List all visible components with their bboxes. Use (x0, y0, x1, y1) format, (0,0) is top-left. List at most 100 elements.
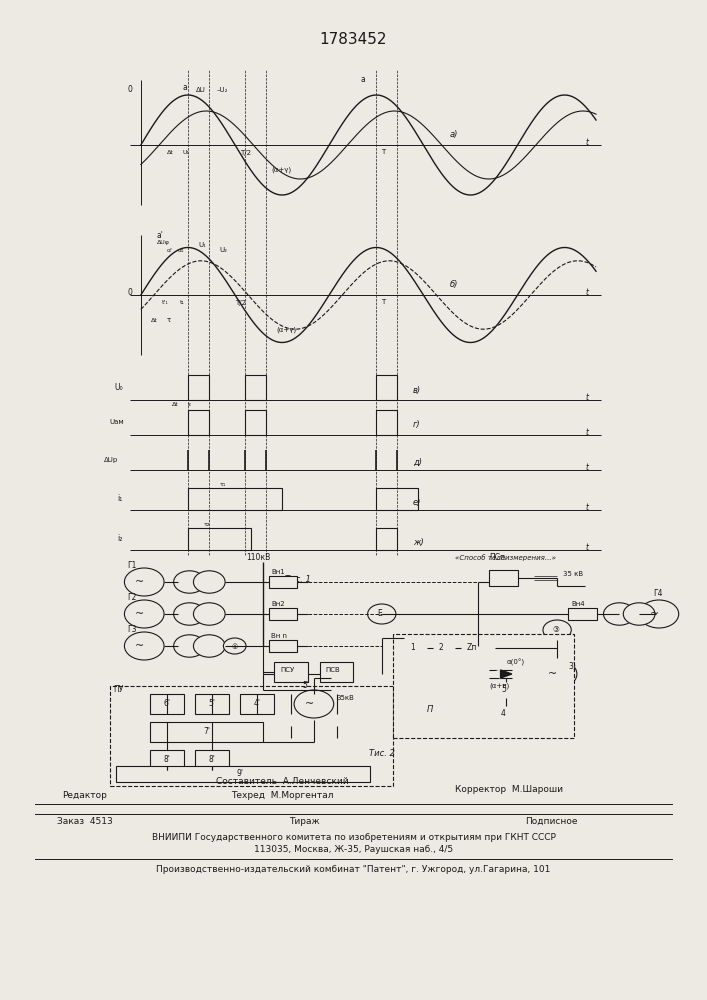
Bar (150, 750, 184, 770)
Text: Τис. 1: Τис. 1 (285, 576, 310, 584)
Bar (376, 410, 397, 435)
Text: (α+γ): (α+γ) (271, 167, 292, 173)
Text: 4: 4 (501, 710, 506, 718)
Text: U₂: U₂ (219, 247, 228, 253)
Text: U₁: U₁ (199, 242, 206, 248)
Text: Вн1: Вн1 (271, 569, 285, 575)
Text: a: a (182, 83, 187, 92)
Text: –U₂: –U₂ (216, 87, 228, 93)
Text: τ₂: τ₂ (204, 522, 210, 528)
Text: Е: Е (378, 609, 382, 618)
Text: Составитель  А.Ленчевский: Составитель А.Ленчевский (216, 777, 349, 786)
Text: 35кВ: 35кВ (337, 695, 354, 701)
Circle shape (223, 638, 246, 654)
Circle shape (624, 603, 655, 625)
Text: Заказ  4513: Заказ 4513 (57, 817, 112, 826)
Bar (376, 375, 397, 400)
Bar (195, 750, 229, 770)
Text: 5: 5 (501, 686, 506, 694)
Text: t: t (585, 288, 588, 297)
Circle shape (194, 603, 225, 625)
Text: г): г) (413, 420, 421, 430)
Bar (188, 528, 251, 550)
Text: Корректор  М.Шароши: Корректор М.Шароши (455, 785, 563, 794)
Text: Вн n: Вн n (271, 633, 288, 639)
Bar (274, 662, 308, 682)
Circle shape (174, 571, 205, 593)
Text: ΔU: ΔU (196, 87, 206, 93)
Bar (376, 488, 418, 510)
Bar (188, 375, 209, 400)
Text: t: t (585, 463, 588, 472)
Text: 1783452: 1783452 (320, 32, 387, 47)
Bar (188, 410, 209, 435)
Polygon shape (501, 670, 512, 678)
Text: ПСп: ПСп (489, 554, 506, 562)
Bar (269, 576, 297, 588)
Text: ВНИИПИ Государственного комитета по изобретениям и открытиям при ГКНТ СССР: ВНИИПИ Государственного комитета по изоб… (151, 833, 556, 842)
Circle shape (537, 660, 577, 688)
Text: t: t (585, 543, 588, 552)
Text: Тираж: Тираж (288, 817, 320, 826)
Text: T/2: T/2 (240, 149, 251, 155)
Text: t₁: t₁ (180, 300, 185, 305)
Bar (195, 694, 229, 714)
Text: Г3: Г3 (127, 626, 136, 635)
Text: α(0°): α(0°) (506, 658, 525, 666)
Text: T: T (382, 149, 386, 155)
Text: τ: τ (167, 317, 171, 323)
Text: Г4: Г4 (653, 589, 662, 598)
Text: a): a) (450, 130, 458, 139)
Text: 2: 2 (439, 644, 443, 652)
Bar (376, 528, 397, 550)
Circle shape (322, 708, 351, 728)
Text: е): е) (413, 498, 421, 507)
Text: a': a' (156, 231, 163, 239)
Text: (α+π): (α+π) (489, 683, 510, 689)
Bar (433, 638, 455, 658)
Bar (489, 682, 523, 698)
Bar (110, 686, 393, 786)
Text: t: t (585, 138, 588, 147)
Bar (404, 638, 427, 658)
Text: Δt: Δt (167, 150, 174, 155)
Text: 5': 5' (209, 700, 216, 708)
Text: П: П (427, 706, 433, 714)
Bar (116, 766, 370, 782)
Text: 0: 0 (128, 86, 133, 95)
Text: τ₁: τ₁ (219, 483, 226, 488)
Circle shape (543, 620, 571, 640)
Text: ПСУ: ПСУ (280, 667, 294, 673)
Text: 35 кВ: 35 кВ (563, 571, 583, 577)
Text: Производственно-издательский комбинат "Патент", г. Ужгород, ул.Гагарина, 101: Производственно-издательский комбинат "П… (156, 865, 551, 874)
Text: 7': 7' (203, 728, 210, 736)
Bar (188, 488, 282, 510)
Text: Редактор: Редактор (62, 791, 107, 800)
Text: 4': 4' (254, 700, 261, 708)
Bar (240, 694, 274, 714)
Text: ~: ~ (135, 641, 144, 651)
Text: 0: 0 (128, 288, 133, 297)
Text: 1: 1 (411, 644, 415, 652)
Bar (269, 640, 297, 652)
Text: Τис. 2: Τис. 2 (369, 750, 395, 758)
Text: T: T (382, 300, 386, 306)
Text: ~: ~ (650, 609, 659, 619)
Text: Uам: Uам (110, 420, 124, 426)
Text: Г1: Г1 (127, 562, 136, 570)
Bar (461, 638, 495, 658)
Bar (245, 375, 267, 400)
Text: в): в) (413, 385, 421, 394)
Bar (489, 570, 518, 586)
Text: ΔUр: ΔUр (104, 457, 119, 463)
Text: t: t (585, 428, 588, 437)
Text: t'₁: t'₁ (162, 300, 169, 305)
Text: 113035, Москва, Ж-35, Раушская наб., 4/5: 113035, Москва, Ж-35, Раушская наб., 4/5 (254, 845, 453, 854)
Text: ~: ~ (548, 669, 557, 679)
Text: Δt: Δt (173, 402, 179, 408)
Text: Δt: Δt (151, 318, 158, 322)
Circle shape (174, 635, 205, 657)
Text: д): д) (413, 458, 422, 467)
Text: t: t (585, 503, 588, 512)
Bar (393, 634, 574, 738)
